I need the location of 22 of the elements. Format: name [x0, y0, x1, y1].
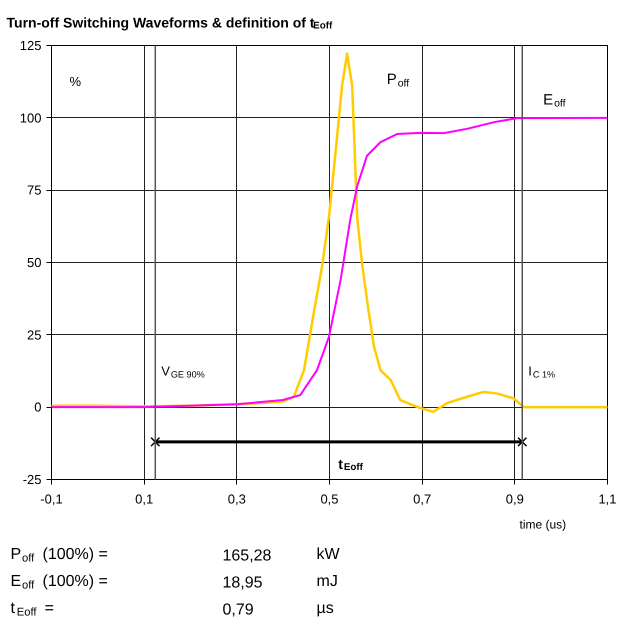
text: kW — [316, 546, 340, 563]
y-tick-label: 100 — [20, 110, 42, 126]
y-tick-label: 75 — [27, 182, 42, 198]
x-tick-label: 0,3 — [228, 492, 246, 506]
x-tick-label: 0,5 — [320, 492, 339, 506]
x-tick-label: 0,1 — [135, 492, 154, 506]
text: 18,95 — [222, 574, 263, 592]
y-tick-label: -25 — [22, 472, 42, 487]
x-tick-label: 0,7 — [413, 492, 432, 506]
x-axis-title: time (us) — [520, 518, 566, 532]
text: µs — [316, 600, 334, 617]
text: 0,79 — [222, 602, 254, 618]
y-tick-label: 50 — [27, 255, 42, 270]
y-axis-title: % — [70, 74, 82, 89]
y-tick-label: 125 — [20, 38, 42, 53]
text: mJ — [316, 573, 338, 590]
x-tick-label: 0,9 — [506, 492, 524, 506]
x-tick-label: 1,1 — [598, 492, 617, 506]
y-tick-label: 0 — [34, 400, 42, 415]
text: 165,28 — [222, 548, 272, 564]
y-tick-label: 25 — [27, 327, 42, 342]
x-tick-label: -0,1 — [40, 492, 63, 506]
